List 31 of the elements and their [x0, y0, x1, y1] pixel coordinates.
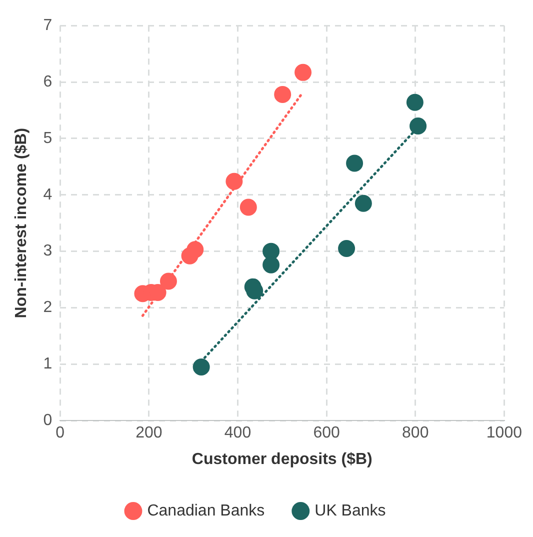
point: [354, 194, 372, 212]
y-tick-label: 0: [43, 412, 52, 430]
point: [406, 94, 424, 111]
x-tick-label: 400: [224, 424, 252, 442]
x-tick-label: 1000: [486, 424, 522, 442]
y-axis-title: Non-interest income ($B): [13, 128, 30, 318]
point: [226, 172, 243, 190]
point: [410, 118, 427, 135]
y-tick-label: 3: [43, 242, 52, 260]
y-tick-label: 4: [43, 186, 52, 204]
y-tick-label: 6: [43, 73, 52, 90]
point: [346, 154, 364, 172]
x-tick-label: 800: [402, 424, 429, 442]
x-tick-label: 200: [136, 424, 162, 442]
x-tick-label: 0: [56, 424, 65, 442]
y-tick-label: 1: [43, 356, 52, 373]
x-tick-label: 600: [313, 424, 340, 442]
point: [240, 198, 257, 216]
point: [338, 240, 356, 257]
legend-label: Canadian Banks: [147, 502, 265, 520]
point: [160, 272, 177, 290]
x-axis-title: Customer deposits ($B): [192, 450, 372, 468]
point: [274, 86, 292, 103]
point: [192, 358, 210, 376]
y-tick-label: 5: [43, 130, 52, 147]
point: [186, 241, 204, 258]
point: [294, 64, 312, 81]
y-tick-label: 2: [43, 299, 52, 316]
legend-label: UK Banks: [314, 502, 386, 520]
point: [262, 256, 280, 274]
y-tick-label: 7: [43, 17, 52, 34]
